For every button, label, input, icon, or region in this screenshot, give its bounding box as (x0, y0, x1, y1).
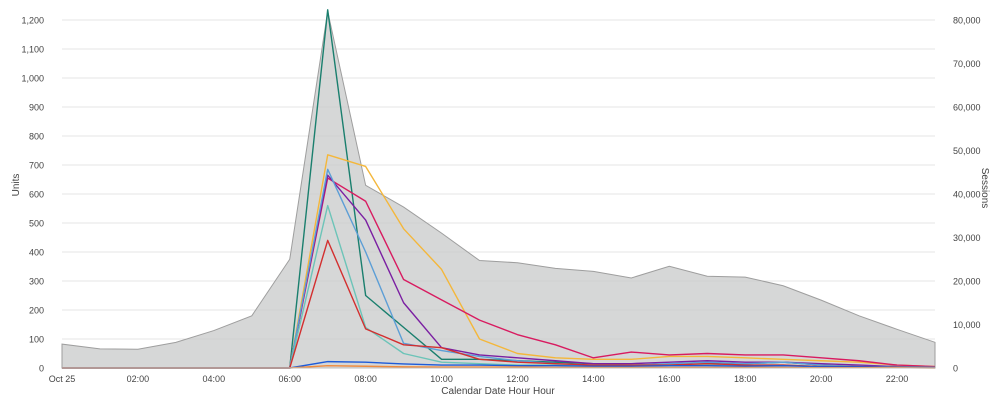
y-right-tick-label: 20,000 (953, 277, 981, 287)
y-left-tick-label: 500 (29, 219, 44, 229)
y-right-tick-label: 70,000 (953, 59, 981, 69)
y-left-tick-label: 200 (29, 306, 44, 316)
x-tick-label: 16:00 (658, 374, 681, 384)
y-right-tick-label: 10,000 (953, 320, 981, 330)
y-left-tick-label: 900 (29, 103, 44, 113)
x-tick-label: 10:00 (430, 374, 453, 384)
y-left-tick-label: 300 (29, 277, 44, 287)
x-tick-label: 14:00 (582, 374, 605, 384)
x-tick-label: Oct 25 (49, 374, 76, 384)
axes: 0 100 200 300 400 500 600 700 800 900 1,000 1,100 1,… (21, 16, 980, 385)
x-tick-label: 20:00 (810, 374, 833, 384)
x-tick-label: 18:00 (734, 374, 757, 384)
y-left-tick-label: 1,200 (21, 16, 44, 26)
y-left-tick-label: 700 (29, 161, 44, 171)
x-tick-label: 04:00 (203, 374, 226, 384)
y-axis-right-label: Sessions (979, 168, 990, 209)
y-left-tick-label: 1,000 (21, 74, 44, 84)
y-right-tick-label: 30,000 (953, 233, 981, 243)
grid-lines (62, 19, 935, 369)
y-right-tick-label: 50,000 (953, 146, 981, 156)
x-tick-label: 12:00 (506, 374, 529, 384)
y-left-tick-label: 1,100 (21, 45, 44, 55)
y-left-tick-label: 100 (29, 335, 44, 345)
x-tick-label: 22:00 (886, 374, 909, 384)
x-tick-label: 02:00 (127, 374, 150, 384)
y-right-tick-label: 0 (953, 364, 958, 374)
x-tick-label: 08:00 (354, 374, 377, 384)
x-axis-label: Calendar Date Hour Hour (441, 386, 555, 397)
x-tick-label: 06:00 (278, 374, 301, 384)
y-right-tick-label: 60,000 (953, 103, 981, 113)
y-left-tick-label: 600 (29, 190, 44, 200)
sessions-area-layer (61, 11, 936, 369)
y-right-tick-label: 40,000 (953, 190, 981, 200)
sessions-area (61, 11, 936, 369)
y-axis-left-label: Units (11, 174, 22, 197)
y-right-tick-label: 80,000 (953, 16, 981, 26)
y-left-tick-label: 0 (39, 364, 44, 374)
y-left-tick-label: 800 (29, 132, 44, 142)
y-left-tick-label: 400 (29, 248, 44, 258)
